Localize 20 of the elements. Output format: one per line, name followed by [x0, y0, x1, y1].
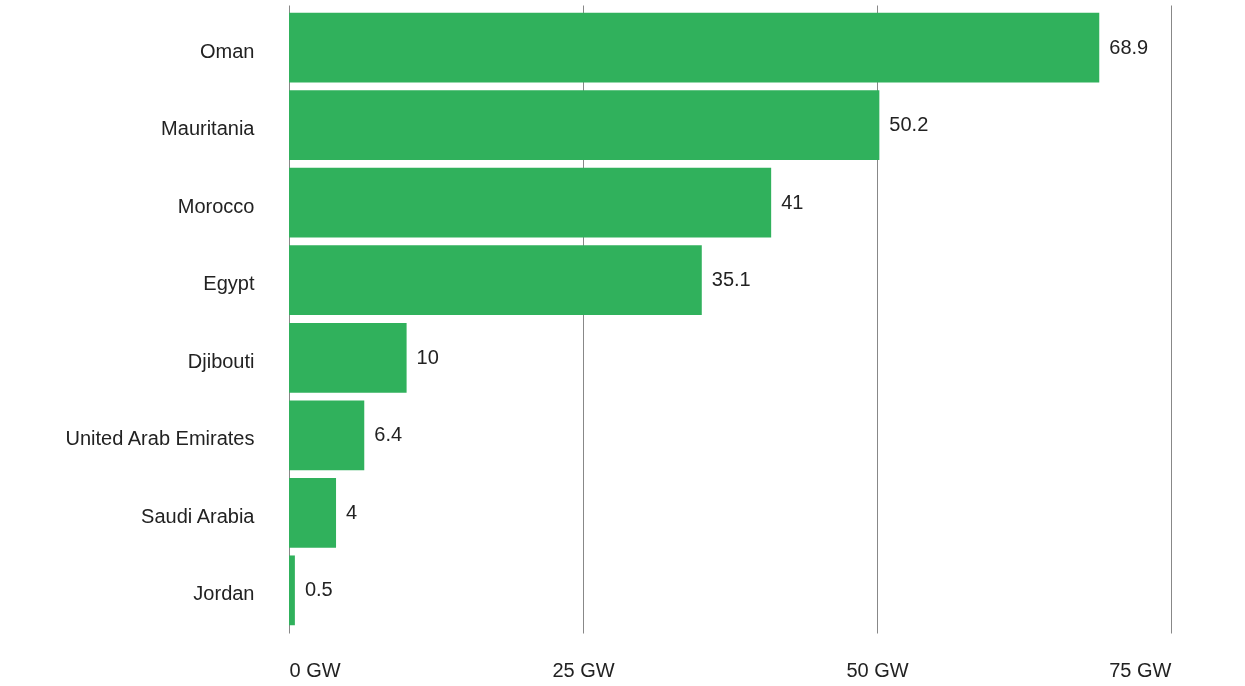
x-tick-label: 25 GW — [552, 658, 615, 681]
y-tick-label: Mauritania — [161, 117, 256, 140]
y-tick-label: Egypt — [203, 272, 255, 295]
data-label: 4 — [346, 500, 358, 523]
y-tick-label: Saudi Arabia — [141, 504, 256, 527]
x-tick-label: 0 GW — [289, 658, 341, 681]
data-label: 6.4 — [374, 423, 403, 446]
y-tick-label: Djibouti — [187, 349, 255, 372]
data-label: 35.1 — [711, 268, 751, 291]
data-label: 50.2 — [889, 113, 929, 136]
x-tick-label: 50 GW — [846, 658, 909, 681]
y-tick-label: Morocco — [177, 194, 255, 217]
y-tick-label: Oman — [200, 39, 255, 62]
data-label: 0.5 — [304, 578, 333, 601]
y-tick-label: United Arab Emirates — [65, 427, 255, 450]
data-label: 68.9 — [1109, 35, 1149, 58]
data-label: 41 — [781, 190, 804, 213]
x-tick-label: 75 GW — [1109, 658, 1172, 681]
y-tick-label: Jordan — [193, 582, 255, 605]
data-label: 10 — [416, 345, 439, 368]
